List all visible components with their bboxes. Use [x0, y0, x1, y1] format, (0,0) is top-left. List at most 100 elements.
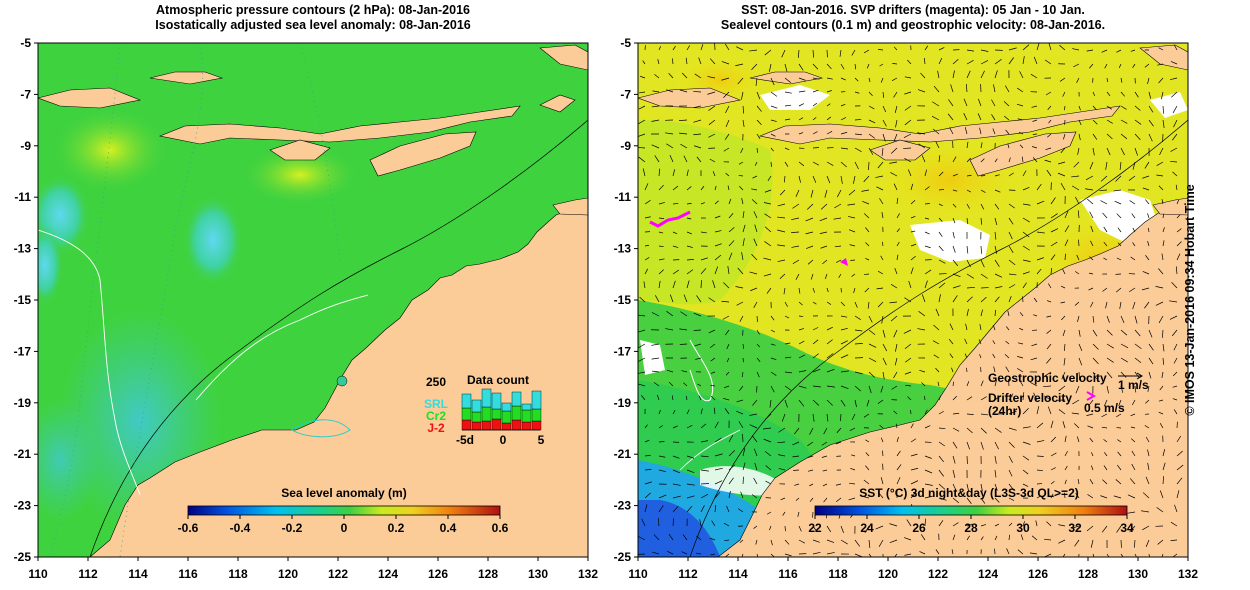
- velocity-arrow: [784, 399, 788, 408]
- velocity-arrow: [904, 343, 912, 350]
- velocity-arrow: [933, 354, 940, 359]
- drifter-track: [649, 210, 691, 228]
- velocity-arrow: [700, 408, 703, 415]
- velocity-arrow: [1173, 409, 1178, 415]
- velocity-arrow: [781, 49, 786, 58]
- x-tick-label: 128: [1078, 567, 1098, 581]
- velocity-arrow: [891, 385, 898, 390]
- velocity-arrow: [1044, 59, 1052, 65]
- velocity-arrow: [1169, 77, 1178, 81]
- velocity-arrow: [863, 213, 870, 219]
- velocity-arrow: [910, 216, 916, 219]
- velocity-arrow: [686, 169, 689, 177]
- velocity-arrow: [1130, 256, 1136, 261]
- velocity-arrow: [1019, 71, 1024, 79]
- velocity-arrow: [924, 518, 926, 527]
- velocity-arrow: [764, 213, 772, 219]
- velocity-arrow: [779, 189, 786, 196]
- velocity-arrow: [849, 427, 856, 431]
- velocity-arrow: [854, 301, 858, 308]
- velocity-arrow: [1022, 56, 1025, 65]
- velocity-arrow: [695, 357, 702, 360]
- velocity-arrow: [938, 294, 941, 303]
- velocity-arrow: [938, 231, 943, 237]
- velocity-arrow: [980, 536, 984, 541]
- colorbar-tick-label: 28: [964, 521, 978, 535]
- x-tick-label: 110: [28, 567, 48, 581]
- velocity-arrow: [1061, 371, 1066, 380]
- velocity-arrow: [753, 477, 758, 485]
- velocity-arrow: [764, 413, 772, 420]
- velocity-arrow: [798, 161, 805, 167]
- velocity-arrow: [863, 175, 870, 183]
- velocity-arrow: [1145, 255, 1150, 261]
- velocity-arrow: [1132, 63, 1136, 69]
- velocity-arrow: [712, 280, 716, 289]
- velocity-arrow: [807, 441, 814, 447]
- velocity-arrow: [1092, 371, 1097, 380]
- velocity-arrow: [1074, 539, 1080, 547]
- velocity-arrow: [686, 495, 695, 499]
- velocity-arrow: [1147, 462, 1150, 471]
- velocity-arrow: [672, 483, 681, 486]
- velocity-arrow: [686, 202, 692, 205]
- velocity-arrow: [694, 73, 702, 79]
- velocity-arrow: [893, 329, 898, 338]
- velocity-arrow: [1046, 521, 1052, 527]
- velocity-arrow: [1036, 257, 1044, 261]
- velocity-arrow: [1050, 197, 1056, 205]
- velocity-arrow: [952, 273, 961, 277]
- velocity-arrow: [658, 202, 665, 205]
- velocity-arrow: [696, 535, 702, 541]
- velocity-arrow: [938, 520, 944, 527]
- velocity-arrow: [924, 269, 932, 275]
- velocity-arrow: [938, 469, 944, 477]
- velocity-arrow: [868, 119, 876, 124]
- velocity-arrow: [868, 91, 873, 96]
- velocity-arrow: [727, 185, 730, 191]
- velocity-arrow: [710, 371, 716, 374]
- velocity-arrow: [1116, 287, 1122, 293]
- velocity-arrow: [1162, 240, 1165, 247]
- velocity-arrow: [1120, 77, 1123, 83]
- velocity-arrow: [1048, 119, 1052, 124]
- velocity-arrow: [1090, 465, 1094, 471]
- velocity-arrow: [1101, 413, 1108, 418]
- velocity-arrow: [782, 511, 786, 516]
- velocity-arrow: [1172, 385, 1178, 388]
- velocity-arrow: [924, 186, 930, 191]
- velocity-arrow: [763, 202, 772, 205]
- velocity-arrow: [980, 175, 986, 177]
- velocity-arrow: [753, 301, 758, 308]
- velocity-arrow: [1158, 411, 1164, 415]
- velocity-arrow: [1142, 175, 1150, 179]
- velocity-arrow: [709, 158, 716, 163]
- colorbar-tick-label: 0: [341, 521, 348, 535]
- velocity-arrow: [714, 243, 722, 247]
- velocity-arrow: [638, 156, 646, 163]
- velocity-arrow: [812, 539, 820, 543]
- velocity-arrow: [1130, 426, 1136, 429]
- velocity-arrow: [749, 413, 758, 416]
- velocity-arrow: [1101, 49, 1108, 53]
- velocity-arrow: [1120, 147, 1125, 156]
- velocity-arrow: [1148, 105, 1154, 113]
- velocity-arrow: [1147, 449, 1150, 457]
- velocity-arrow: [707, 91, 716, 95]
- velocity-arrow: [840, 327, 848, 331]
- velocity-arrow: [1077, 147, 1080, 155]
- velocity-arrow: [1086, 525, 1094, 532]
- velocity-arrow: [756, 343, 761, 348]
- velocity-arrow: [658, 231, 664, 234]
- velocity-arrow: [980, 217, 983, 225]
- velocity-arrow: [854, 329, 863, 332]
- velocity-arrow: [714, 437, 722, 443]
- velocity-arrow: [753, 238, 758, 247]
- velocity-arrow: [1062, 421, 1066, 429]
- velocity-arrow: [910, 267, 914, 275]
- x-tick-label: 126: [428, 567, 448, 581]
- velocity-arrow: [737, 267, 744, 275]
- velocity-arrow: [924, 409, 928, 415]
- velocity-arrow: [1036, 406, 1040, 415]
- velocity-arrow: [992, 353, 996, 359]
